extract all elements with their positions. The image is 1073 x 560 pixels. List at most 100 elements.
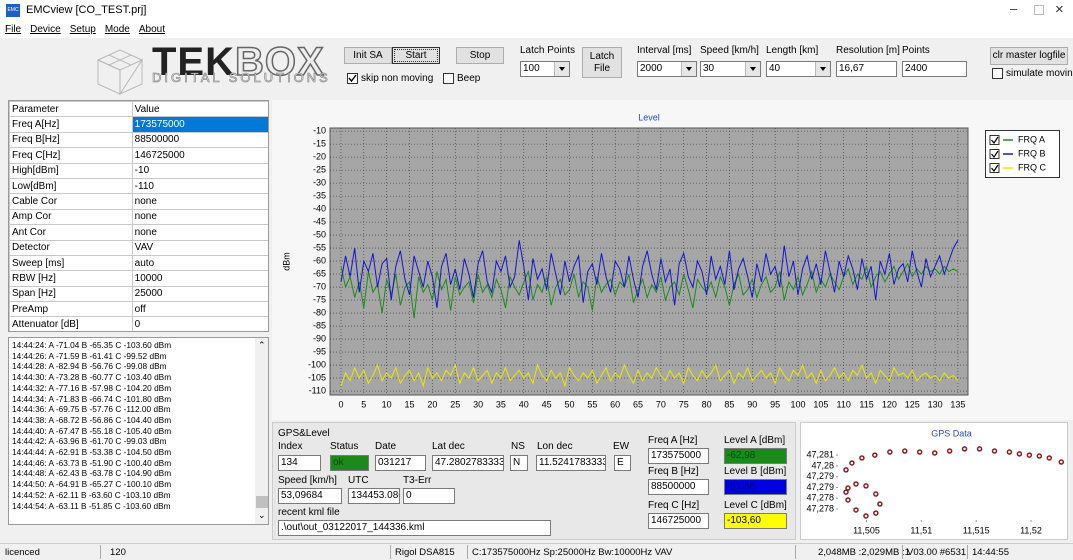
- label: Lon dec: [537, 441, 573, 452]
- param-grid: Parameter Value Freq A[Hz] 173575000 Freq B[…: [8, 100, 269, 332]
- freq-b-field[interactable]: 88500000: [648, 479, 709, 495]
- status-item: licenced: [5, 547, 40, 558]
- label: Freq C [Hz]: [648, 500, 700, 511]
- param-value[interactable]: 173575000: [131, 116, 268, 133]
- menu-item[interactable]: About: [138, 24, 165, 35]
- scrollbar[interactable]: ⌃ ⌄: [255, 338, 268, 524]
- lon-field[interactable]: 11.5241783333: [536, 455, 606, 471]
- points-input[interactable]: 2400: [902, 61, 967, 77]
- param-row: Ant Cor none: [9, 224, 268, 241]
- param-value[interactable]: 0: [131, 316, 268, 331]
- freq-c-field[interactable]: 146725000: [648, 513, 709, 529]
- log-line: 14:44:52: A -62.11 B -63.60 C -103.10 dB…: [12, 489, 171, 500]
- param-name: PreAmp: [9, 301, 133, 318]
- param-row: Span [Hz] 25000: [9, 285, 268, 303]
- log-line: 14:44:40: A -67.47 B -55.18 C -105.40 dB…: [12, 425, 172, 436]
- param-name: Sweep [ms]: [9, 254, 133, 272]
- beep-checkbox[interactable]: [443, 73, 454, 84]
- logo-tek: TEK: [152, 40, 235, 84]
- clr-logfile-button[interactable]: clr master logfile: [990, 47, 1068, 65]
- param-value[interactable]: off: [131, 301, 268, 318]
- param-row: Low[dBm] -110: [9, 177, 268, 195]
- t3-field[interactable]: 0: [403, 488, 455, 504]
- menu-item[interactable]: Setup: [69, 24, 96, 35]
- level-panel: [272, 100, 1073, 420]
- param-name: Low[dBm]: [9, 177, 133, 195]
- close[interactable]: ×: [1055, 1, 1064, 18]
- resolution-label: Resolution [m]: [836, 45, 900, 56]
- param-header: Value: [131, 101, 268, 118]
- status-item: 120: [110, 547, 126, 558]
- maximize[interactable]: [1034, 5, 1044, 15]
- interval-label: Interval [ms]: [637, 45, 692, 56]
- param-name: Span [Hz]: [9, 285, 133, 303]
- level-b-field: -51,86: [724, 479, 787, 495]
- param-value[interactable]: -10: [131, 162, 268, 179]
- status-field: ok: [330, 455, 369, 471]
- scroll-up[interactable]: ⌃: [258, 340, 266, 350]
- latch-file-button[interactable]: Latch File: [582, 47, 622, 78]
- index-field[interactable]: 134: [278, 455, 321, 471]
- menu-item[interactable]: Device: [30, 24, 61, 35]
- ew-field[interactable]: E: [614, 455, 631, 471]
- param-value[interactable]: auto: [131, 254, 268, 272]
- label: Speed [km/h]: [278, 475, 337, 486]
- param-value[interactable]: 146725000: [131, 147, 268, 164]
- param-value[interactable]: -110: [131, 177, 268, 195]
- param-row: Attenuator [dB] 0: [9, 316, 268, 331]
- param-value[interactable]: none: [131, 193, 268, 210]
- label: EW: [613, 441, 630, 452]
- param-row: Amp Cor none: [9, 208, 268, 226]
- skip-label: skip non moving: [361, 73, 434, 84]
- length-select[interactable]: 40: [766, 61, 831, 77]
- log-line: 14:44:30: A -73.28 B -60.77 C -103.40 dB…: [12, 372, 172, 383]
- param-row: Detector VAV: [9, 239, 268, 256]
- interval-select[interactable]: 2000: [637, 61, 697, 77]
- start-button[interactable]: Start: [392, 47, 440, 64]
- label: Level A [dBm]: [724, 435, 786, 446]
- menu-item[interactable]: Mode: [104, 24, 130, 35]
- gps-title: GPS&Level: [278, 428, 330, 439]
- scroll-thumb[interactable]: [256, 496, 268, 508]
- log-line: 14:44:44: A -62.91 B -53.38 C -104.50 dB…: [12, 447, 172, 457]
- skip-checkbox[interactable]: [347, 73, 358, 84]
- logo-cube: [96, 49, 144, 96]
- ns-field[interactable]: N: [510, 455, 528, 471]
- param-value[interactable]: none: [131, 208, 268, 226]
- status-sep: [467, 545, 468, 559]
- log-line: 14:44:26: A -71.59 B -61.41 C -99.52 dBm: [12, 350, 167, 361]
- param-value[interactable]: none: [131, 224, 268, 241]
- latch-points-select[interactable]: 100: [520, 61, 570, 77]
- init-sa-button[interactable]: Init SA: [344, 47, 392, 64]
- param-name: Freq B[Hz]: [9, 131, 133, 149]
- status-item: 14:44:55: [972, 547, 1009, 558]
- log-line: 14:44:46: A -63.73 B -51.90 C -100.40 dB…: [12, 457, 172, 468]
- param-value[interactable]: 25000: [131, 285, 268, 303]
- label: NS: [511, 441, 525, 452]
- stop-button[interactable]: Stop: [456, 47, 504, 64]
- menu-item[interactable]: File: [5, 24, 22, 35]
- lat-field[interactable]: 47.2802783333: [432, 455, 504, 471]
- param-value[interactable]: 88500000: [131, 131, 268, 149]
- utc-field[interactable]: 134453.086: [348, 488, 400, 504]
- minimize[interactable]: –: [1010, 1, 1018, 16]
- param-row: High[dBm] -10: [9, 162, 268, 179]
- label: Level B [dBm]: [724, 466, 787, 477]
- log-line: 14:44:50: A -64.91 B -65.27 C -100.10 dB…: [12, 479, 172, 490]
- param-value[interactable]: VAV: [131, 239, 268, 256]
- simulate-checkbox[interactable]: [992, 68, 1003, 79]
- resolution-input[interactable]: 16,67: [836, 61, 897, 77]
- legend-box: [985, 130, 1060, 178]
- status-sep: [967, 545, 968, 559]
- date-field[interactable]: 031217: [375, 455, 426, 471]
- speed-field[interactable]: 53,09684: [278, 488, 342, 504]
- scroll-down[interactable]: ⌄: [258, 510, 266, 520]
- param-name: Ant Cor: [9, 224, 133, 241]
- freq-a-field[interactable]: 173575000: [648, 448, 709, 464]
- param-value[interactable]: 10000: [131, 270, 268, 287]
- label: UTC: [348, 475, 369, 486]
- level-a-field: -62,98: [724, 448, 787, 464]
- log-line: 14:44:36: A -69.75 B -57.76 C -112.00 dB…: [12, 404, 171, 415]
- kml-field[interactable]: .\out\out_03122017_144336.kml: [278, 520, 551, 536]
- speed-select[interactable]: 30: [700, 61, 761, 77]
